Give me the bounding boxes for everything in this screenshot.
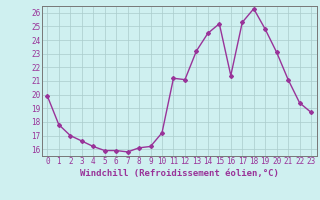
X-axis label: Windchill (Refroidissement éolien,°C): Windchill (Refroidissement éolien,°C) xyxy=(80,169,279,178)
